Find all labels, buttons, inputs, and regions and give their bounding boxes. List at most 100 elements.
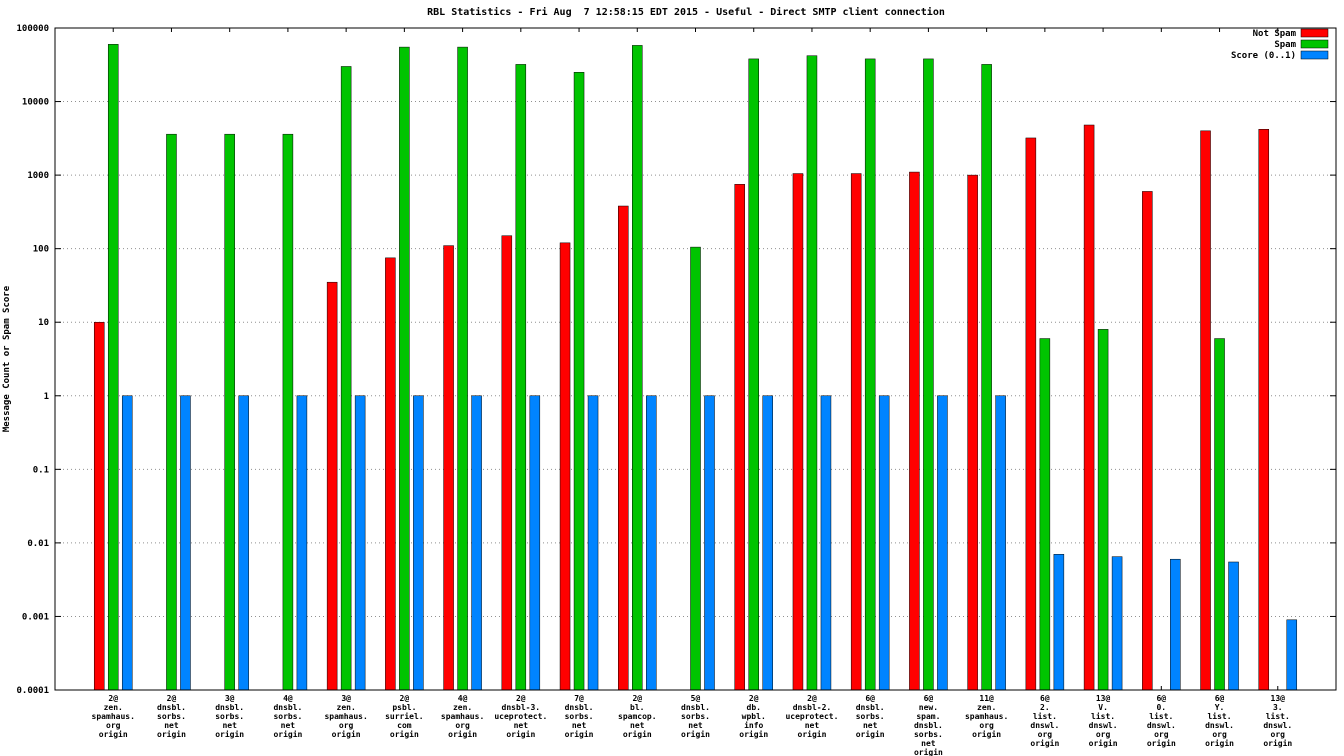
bar-spam bbox=[340, 66, 352, 691]
x-category-label: 6@ 2. list. dnswl. org origin bbox=[1030, 694, 1059, 748]
bar-score-0-1 bbox=[587, 395, 599, 691]
bar-not-spam bbox=[909, 171, 920, 691]
legend-swatch bbox=[1300, 39, 1329, 49]
bar-not-spam bbox=[1142, 191, 1153, 691]
bar-score-0-1 bbox=[1111, 556, 1123, 691]
y-tick-label: 0.001 bbox=[22, 612, 49, 622]
bar-not-spam bbox=[559, 242, 571, 691]
bar-spam bbox=[515, 64, 527, 691]
x-category-label: 6@ 0. list. dnswl. org origin bbox=[1147, 694, 1176, 748]
bar-spam bbox=[864, 58, 876, 691]
bar-score-0-1 bbox=[180, 395, 191, 691]
x-category-label: 6@ new. spam. dnsbl. sorbs. net origin bbox=[914, 694, 943, 756]
y-tick-label: 100 bbox=[33, 245, 49, 255]
bar-spam bbox=[166, 133, 177, 691]
legend-label: Not Spam bbox=[1253, 29, 1297, 39]
bar-spam bbox=[1039, 338, 1051, 691]
x-category-label: 2@ psbl. surriel. com origin bbox=[385, 694, 424, 739]
bar-score-0-1 bbox=[1170, 558, 1181, 691]
bar-spam bbox=[923, 58, 934, 691]
bar-score-0-1 bbox=[704, 395, 715, 691]
plot-border bbox=[54, 27, 1337, 691]
legend-label: Spam bbox=[1274, 40, 1296, 50]
bar-spam bbox=[1214, 338, 1225, 691]
plot-area: 100000 10000 1000 100 10 1 0.1 0.01 0.001 0.0001 2… bbox=[16, 24, 1337, 756]
x-category-label: 2@ bl. spamcop. net origin bbox=[618, 694, 657, 739]
bar-score-0-1 bbox=[238, 395, 249, 691]
legend-label: Score (0..1) bbox=[1231, 51, 1296, 61]
bar-not-spam bbox=[326, 281, 338, 691]
x-category-label: 2@ dnsbl-3. uceprotect. net origin bbox=[494, 694, 547, 739]
x-category-label: 13@ V. list. dnswl. org origin bbox=[1089, 694, 1118, 748]
legend-swatch bbox=[1300, 28, 1329, 38]
x-category-label: 2@ dnsbl. sorbs. net origin bbox=[157, 694, 186, 739]
y-tick-label: 0.1 bbox=[33, 465, 49, 475]
x-category-label: 6@ Y. list. dnswl. org origin bbox=[1205, 694, 1234, 748]
bar-score-0-1 bbox=[937, 395, 948, 691]
bar-score-0-1 bbox=[995, 395, 1006, 691]
bar-score-0-1 bbox=[762, 395, 773, 691]
bar-spam bbox=[457, 46, 468, 691]
y-tick-label: 1000 bbox=[27, 171, 49, 181]
bar-score-0-1 bbox=[354, 395, 366, 691]
bar-score-0-1 bbox=[878, 395, 890, 691]
bar-score-0-1 bbox=[1053, 554, 1065, 691]
y-tick-label: 10 bbox=[38, 318, 49, 328]
bar-not-spam bbox=[385, 257, 396, 691]
bar-not-spam bbox=[1025, 137, 1037, 691]
x-category-label: 5@ dnsbl. sorbs. net origin bbox=[681, 694, 710, 739]
bar-spam bbox=[748, 58, 759, 691]
x-category-label: 13@ 3. list. dnswl. org origin bbox=[1263, 694, 1292, 748]
bar-not-spam bbox=[967, 174, 978, 691]
bar-not-spam bbox=[734, 184, 745, 691]
chart-title: RBL Statistics - Fri Aug 7 12:58:15 EDT … bbox=[427, 6, 945, 18]
bar-score-0-1 bbox=[1228, 561, 1239, 691]
bar-not-spam bbox=[443, 245, 454, 691]
y-axis-label: Message Count or Spam Score bbox=[2, 285, 12, 432]
bar-spam bbox=[1097, 329, 1109, 691]
bar-score-0-1 bbox=[121, 395, 133, 691]
x-category-label: 4@ dnsbl. sorbs. net origin bbox=[273, 694, 302, 739]
y-tick-label: 1 bbox=[44, 392, 49, 402]
bar-score-0-1 bbox=[529, 395, 541, 691]
y-tick-label: 0.0001 bbox=[16, 686, 49, 696]
bar-score-0-1 bbox=[1286, 619, 1298, 691]
bar-score-0-1 bbox=[471, 395, 482, 691]
bar-spam bbox=[573, 72, 585, 691]
bar-not-spam bbox=[501, 235, 513, 691]
bar-spam bbox=[224, 133, 235, 691]
bar-not-spam bbox=[792, 173, 804, 691]
bar-not-spam bbox=[93, 321, 105, 691]
x-category-label: 2@ dnsbl-2. uceprotect. net origin bbox=[785, 694, 838, 739]
y-tick-label: 10000 bbox=[22, 98, 49, 108]
bar-spam bbox=[399, 46, 410, 691]
bar-spam bbox=[282, 133, 294, 691]
y-tick-label: 0.01 bbox=[27, 539, 49, 549]
bar-score-0-1 bbox=[646, 395, 657, 691]
bar-spam bbox=[690, 246, 701, 691]
x-category-label: 4@ zen. spamhaus. org origin bbox=[441, 694, 484, 739]
bar-spam bbox=[981, 64, 992, 691]
bar-spam bbox=[806, 55, 818, 691]
x-category-label: 7@ dnsbl. sorbs. net origin bbox=[565, 694, 594, 739]
y-tick-label: 100000 bbox=[16, 24, 49, 34]
bar-not-spam bbox=[618, 205, 629, 691]
bar-not-spam bbox=[1083, 124, 1095, 691]
legend-swatch bbox=[1300, 50, 1329, 60]
x-category-label: 2@ db. wpbl. info origin bbox=[739, 694, 768, 739]
x-category-label: 2@ zen. spamhaus. org origin bbox=[92, 694, 135, 739]
bar-score-0-1 bbox=[820, 395, 832, 691]
x-category-label: 3@ dnsbl. sorbs. net origin bbox=[215, 694, 244, 739]
x-category-label: 3@ zen. spamhaus. org origin bbox=[324, 694, 367, 739]
x-category-label: 6@ dnsbl. sorbs. net origin bbox=[856, 694, 885, 739]
x-category-label: 11@ zen. spamhaus. org origin bbox=[965, 694, 1008, 739]
bar-spam bbox=[107, 44, 119, 691]
bar-not-spam bbox=[1258, 129, 1270, 691]
bar-not-spam bbox=[850, 173, 862, 691]
bar-score-0-1 bbox=[413, 395, 424, 691]
bar-score-0-1 bbox=[296, 395, 308, 691]
bar-spam bbox=[632, 45, 643, 691]
